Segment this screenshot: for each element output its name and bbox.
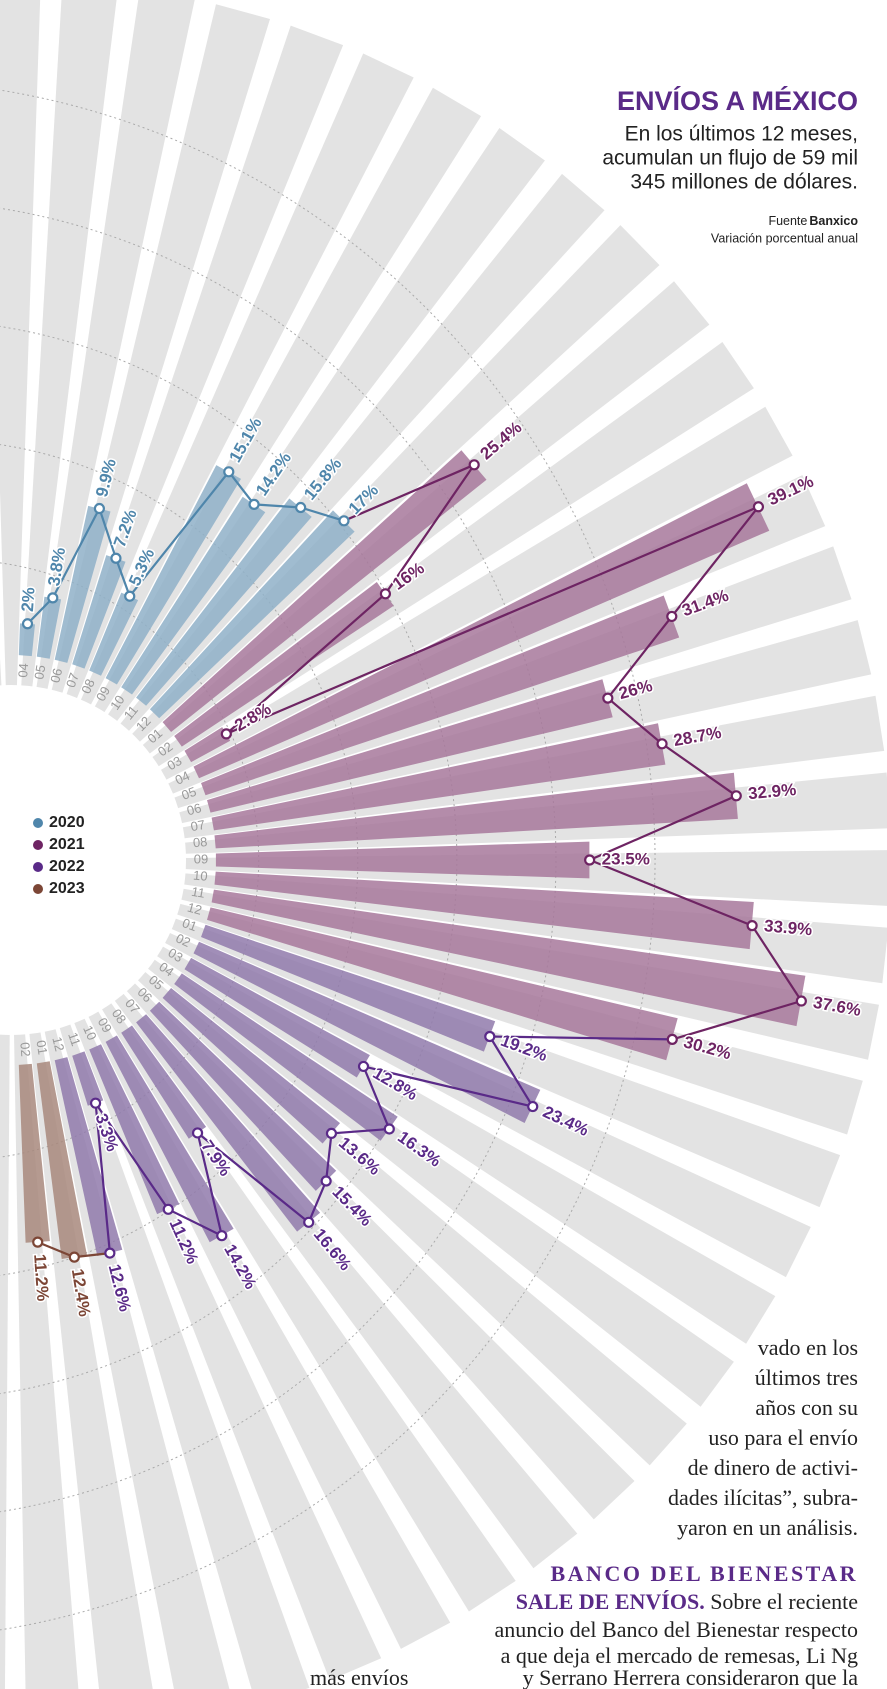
point <box>339 516 348 525</box>
article-text: Sobre el reciente <box>705 1589 858 1614</box>
article-line: vado en los <box>758 1335 858 1360</box>
point <box>667 612 676 621</box>
legend-label: 2023 <box>49 880 85 897</box>
subtitle: 345 millones de dólares. <box>630 171 858 194</box>
article-line: de dinero de activi- <box>688 1455 858 1480</box>
point <box>91 1099 100 1108</box>
article-line: dades ilícitas”, subra- <box>668 1485 858 1510</box>
subtitle: acumulan un flujo de 59 mil <box>602 147 858 170</box>
point <box>381 589 390 598</box>
article-line: yaron en un análisis. <box>677 1515 858 1540</box>
point <box>193 1128 202 1137</box>
legend-label: 2022 <box>49 858 85 875</box>
legend-label: 2020 <box>49 814 85 831</box>
point <box>658 739 667 748</box>
legend-label: 2021 <box>49 836 85 853</box>
point <box>322 1177 331 1186</box>
category-label: 10 <box>192 868 208 884</box>
point <box>748 921 757 930</box>
point <box>327 1129 336 1138</box>
point <box>470 460 479 469</box>
point <box>528 1102 537 1111</box>
point <box>296 503 305 512</box>
point <box>23 619 32 628</box>
article-line: uso para el envío <box>708 1425 858 1450</box>
category-label: 01 <box>33 1039 50 1056</box>
article-fragment: más envíos <box>310 1665 408 1689</box>
point <box>125 592 134 601</box>
category-label: 05 <box>31 664 48 681</box>
category-label: 11 <box>190 884 206 901</box>
article-line: años con su <box>755 1395 858 1420</box>
category-label: 02 <box>17 1042 33 1057</box>
chart-title: ENVÍOS A MÉXICO <box>617 85 858 116</box>
point <box>754 502 763 511</box>
point <box>48 593 57 602</box>
category-label: 04 <box>15 663 31 678</box>
point <box>164 1205 173 1214</box>
data-label: 23.5% <box>602 849 650 868</box>
point <box>217 1231 226 1240</box>
article-line: y Serrano Herrera consideraron que la <box>523 1665 859 1689</box>
point <box>250 500 259 509</box>
point <box>111 554 120 563</box>
legend-marker <box>33 818 43 828</box>
point <box>105 1249 114 1258</box>
data-label: 2% <box>18 587 39 613</box>
point <box>668 1035 677 1044</box>
point <box>359 1062 368 1071</box>
category-label: 09 <box>194 851 208 866</box>
article-heading: SALE DE ENVÍOS. <box>516 1589 705 1614</box>
article-line: SALE DE ENVÍOS. Sobre el reciente <box>516 1589 858 1614</box>
point <box>385 1124 394 1133</box>
legend-marker <box>33 884 43 894</box>
page: 0405060708091011120102030405060708091011… <box>0 0 887 1689</box>
source-name: Banxico <box>809 214 858 228</box>
point <box>732 791 741 800</box>
point <box>33 1238 42 1247</box>
point <box>603 694 612 703</box>
article-heading: BANCO DEL BIENESTAR <box>551 1561 859 1586</box>
category-label: 08 <box>192 834 208 850</box>
article-line: últimos tres <box>755 1365 858 1390</box>
point <box>222 729 231 738</box>
note: Variación porcentual anual <box>711 231 858 245</box>
point <box>95 504 104 513</box>
subtitle: En los últimos 12 meses, <box>625 123 858 146</box>
source: FuenteBanxico <box>768 214 858 228</box>
point <box>797 997 806 1006</box>
point <box>485 1032 494 1041</box>
article-line: anuncio del Banco del Bienestar respecto <box>495 1617 858 1642</box>
point <box>224 467 233 476</box>
point <box>304 1218 313 1227</box>
legend-marker <box>33 840 43 850</box>
legend-marker <box>33 862 43 872</box>
point <box>585 856 594 865</box>
category-label: 07 <box>189 817 206 834</box>
data-label: 11.2% <box>30 1253 52 1301</box>
source-label: Fuente <box>768 214 807 228</box>
point <box>70 1253 79 1262</box>
